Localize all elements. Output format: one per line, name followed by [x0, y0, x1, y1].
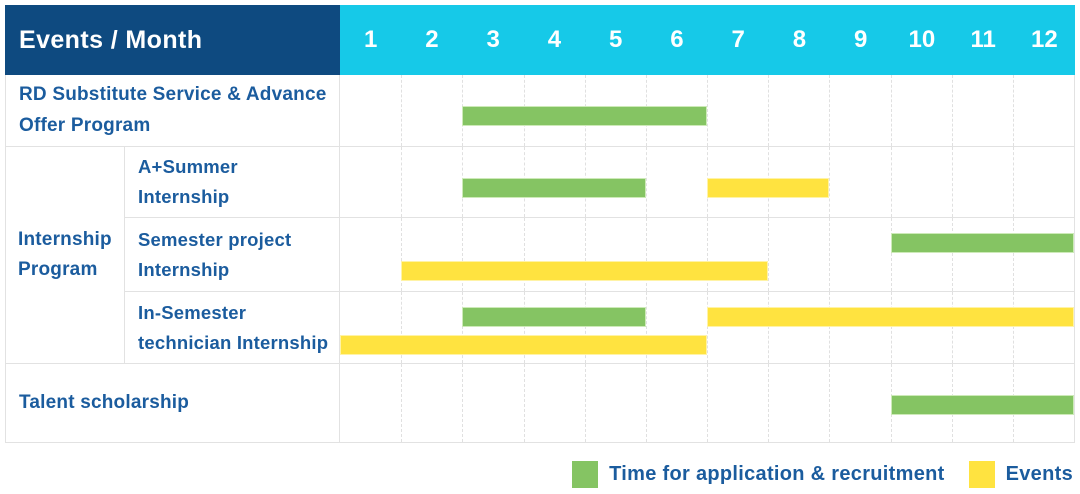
month-header-2: 2 [425, 26, 439, 53]
month-gridline [584, 292, 586, 363]
month-gridline [707, 364, 708, 442]
month-gridline [890, 75, 892, 146]
table-row: In-Semester technician Internship [125, 292, 1074, 363]
month-gridline [462, 218, 464, 291]
month-gridline [645, 218, 647, 291]
group-label-internship-program: Internship Program [6, 147, 125, 363]
month-gridline [829, 75, 831, 146]
month-gridline [951, 218, 953, 291]
month-gridline [462, 364, 464, 442]
gantt-bar-yellow-m2-m7 [401, 261, 769, 281]
month-gridline [829, 218, 831, 291]
month-gridline [1012, 218, 1014, 291]
month-header-4: 4 [547, 26, 562, 53]
month-gridline [951, 292, 953, 363]
chart-cell-talent-scholarship [340, 364, 1074, 442]
table-row: RD Substitute Service & Advance Offer Pr… [6, 75, 1074, 147]
gantt-bar-yellow-m7-m12 [707, 307, 1074, 327]
row-label-a-summer-internship: A+Summer Internship [125, 147, 340, 217]
month-gridline [584, 218, 586, 291]
month-header-8: 8 [792, 26, 807, 53]
month-gridline [890, 147, 892, 217]
gantt-bar-green-m10-m12 [890, 395, 1074, 415]
internship-program-subrows: A+Summer Internship Semester project Int… [125, 147, 1074, 363]
month-gridline [401, 364, 403, 442]
month-gridline [890, 218, 892, 291]
row-label-in-semester-technician-internship: In-Semester technician Internship [125, 292, 340, 363]
month-gridline [462, 292, 464, 363]
month-gridline [401, 292, 403, 363]
month-gridline [768, 75, 770, 146]
month-gridline [401, 218, 403, 291]
month-gridline [707, 75, 708, 146]
gantt-bar-green-m3-m5 [462, 178, 646, 198]
month-gridline [523, 364, 525, 442]
month-gridline [951, 75, 953, 146]
gantt-bar-yellow-m7-m8 [707, 178, 830, 198]
month-header-6: 6 [670, 26, 684, 53]
gantt-table: Events / Month 1 2 3 4 5 6 7 8 9 10 11 12 RD Substi… [5, 5, 1075, 443]
month-gridline [1012, 292, 1014, 363]
month-gridline [401, 147, 403, 217]
month-header-10: 10 [908, 26, 936, 53]
table-row: Semester project Internship [125, 218, 1074, 292]
gantt-bar-green-m10-m12 [890, 233, 1074, 253]
internship-program-group: Internship Program A+Summer Internship S… [6, 147, 1074, 364]
month-gridline [707, 218, 708, 291]
month-gridline [523, 292, 525, 363]
chart-cell-a-summer-internship [340, 147, 1074, 217]
gantt-bar-green-m3-m6 [462, 106, 707, 126]
month-header-7: 7 [731, 26, 745, 53]
events-month-header-cell: Events / Month [5, 5, 340, 75]
month-gridline [645, 147, 647, 217]
month-header-1: 1 [363, 26, 378, 53]
month-gridline [1012, 147, 1014, 217]
month-gridline [829, 147, 831, 217]
legend-label-events: Events [1005, 463, 1073, 485]
table-row: A+Summer Internship [125, 147, 1074, 218]
legend: Time for application & recruitment Event… [572, 461, 1073, 488]
month-gridline [707, 292, 708, 363]
month-header-9: 9 [853, 26, 868, 53]
gantt-bar-yellow-m1-m6 [340, 335, 707, 355]
month-gridline [645, 364, 647, 442]
month-gridline [951, 147, 953, 217]
row-label-talent-scholarship: Talent scholarship [6, 364, 340, 442]
chart-cell-rd-substitute [340, 75, 1074, 146]
row-label-semester-project-internship: Semester project Internship [125, 218, 340, 291]
month-gridline [768, 292, 770, 363]
month-gridline [584, 364, 586, 442]
month-gridline [645, 292, 647, 363]
table-body: RD Substitute Service & Advance Offer Pr… [5, 75, 1075, 443]
legend-swatch-application-recruitment [572, 461, 599, 488]
legend-label-application-recruitment: Time for application & recruitment [609, 463, 945, 485]
month-header-5: 5 [608, 26, 623, 53]
month-gridline [523, 218, 525, 291]
chart-cell-semester-project-internship [340, 218, 1074, 291]
month-gridline [829, 364, 831, 442]
month-header-3: 3 [486, 26, 500, 53]
month-gridline [768, 364, 770, 442]
table-header-row: Events / Month 1 2 3 4 5 6 7 8 9 10 11 12 [5, 5, 1075, 75]
month-gridline [401, 75, 403, 146]
chart-cell-in-semester-technician-internship [340, 292, 1074, 363]
month-header-11: 11 [970, 26, 996, 53]
month-header-12: 12 [1031, 26, 1058, 53]
month-header-row: 1 2 3 4 5 6 7 8 9 10 11 12 [340, 5, 1075, 75]
legend-swatch-events [968, 461, 995, 488]
month-gridline [829, 292, 831, 363]
month-gridline [1012, 75, 1014, 146]
month-gridline [768, 218, 770, 291]
gantt-bar-green-m3-m5 [462, 307, 646, 327]
month-gridline [890, 292, 892, 363]
row-label-rd-substitute: RD Substitute Service & Advance Offer Pr… [6, 75, 340, 146]
table-row: Talent scholarship [6, 364, 1074, 442]
